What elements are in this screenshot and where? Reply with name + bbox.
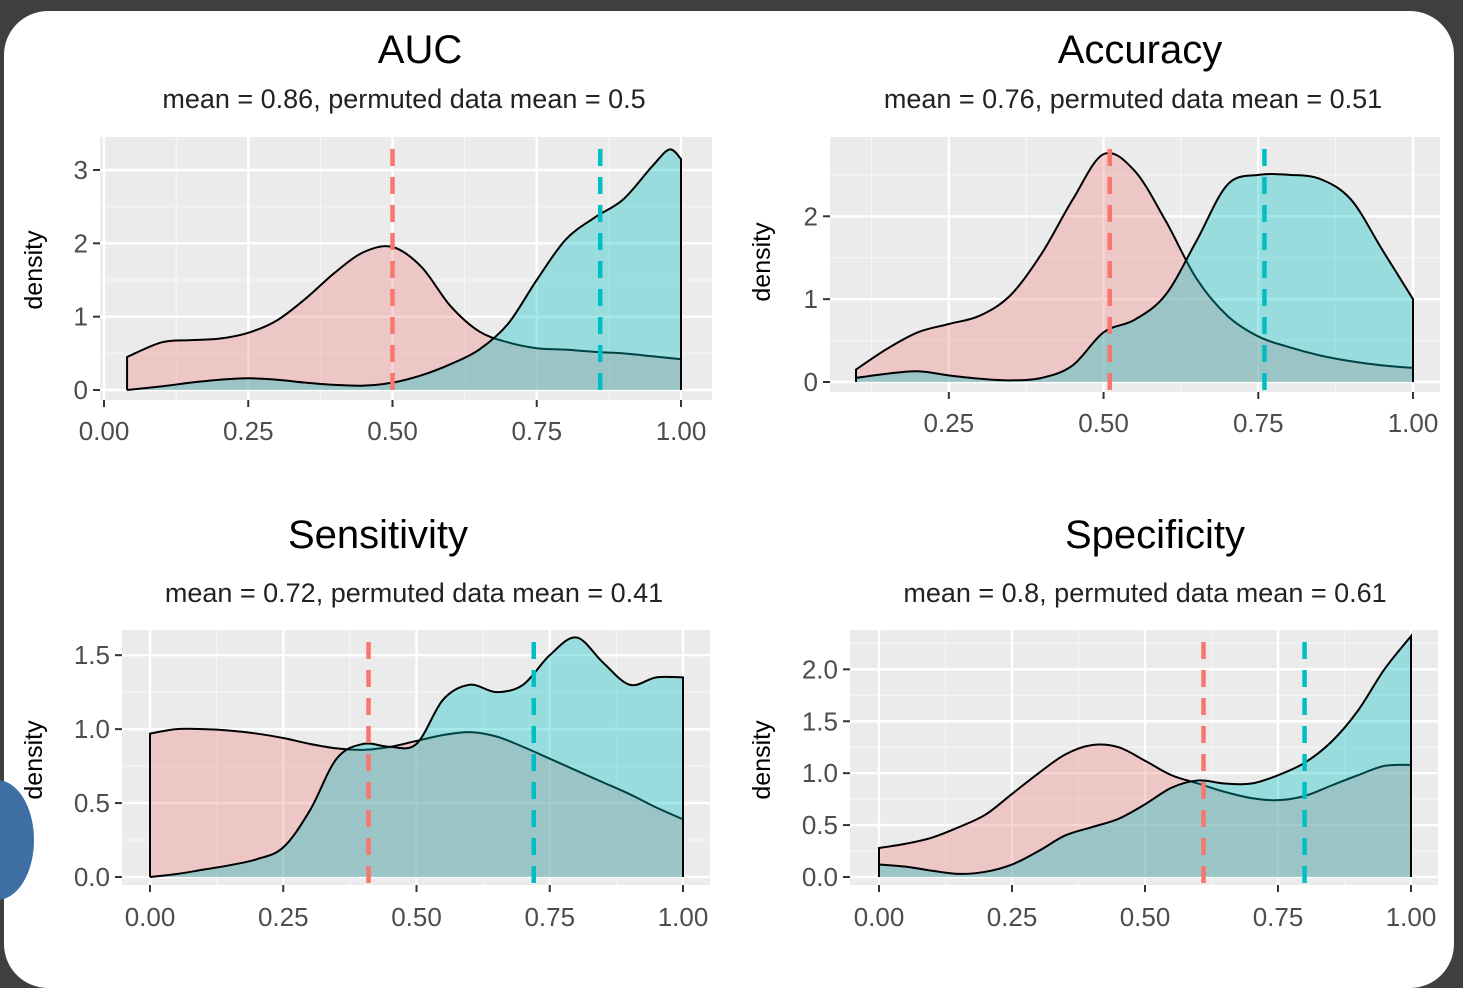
chart-subtitle: mean = 0.76, permuted data mean = 0.51 [884, 84, 1382, 114]
y-tick-label: 2.0 [802, 654, 838, 684]
y-tick-label: 1.5 [74, 640, 110, 670]
y-tick-label: 0.0 [802, 862, 838, 892]
chart-title: Specificity [1065, 513, 1245, 557]
permuted-density-outline [149, 727, 684, 877]
x-tick-label: 0.50 [1120, 902, 1171, 932]
x-tick-label: 0.25 [223, 416, 274, 446]
x-tick-label: 0.75 [1233, 408, 1284, 438]
plot-panel [830, 137, 1440, 392]
x-tick-label: 0.25 [987, 902, 1038, 932]
y-tick-label: 2 [804, 201, 818, 231]
x-tick-label: 1.00 [656, 416, 707, 446]
x-tick-label: 0.50 [367, 416, 418, 446]
chart-subtitle: mean = 0.86, permuted data mean = 0.5 [162, 84, 645, 114]
x-tick-label: 0.00 [79, 416, 130, 446]
y-tick-label: 0.5 [802, 810, 838, 840]
x-tick-label: 0.00 [125, 902, 176, 932]
y-tick-label: 0 [804, 367, 818, 397]
x-tick-label: 0.25 [258, 902, 309, 932]
chart-panel-specificity: Specificity mean = 0.8, permuted data mea… [748, 513, 1438, 932]
actual-density-area [150, 637, 683, 877]
permuted-density-area [856, 152, 1413, 382]
actual-density-area [856, 173, 1413, 382]
actual-density-outline [878, 633, 1412, 877]
y-axis-label: density [20, 720, 48, 800]
x-tick-label: 1.00 [658, 902, 709, 932]
chart-title: Sensitivity [288, 513, 468, 557]
chart-subtitle: mean = 0.72, permuted data mean = 0.41 [165, 578, 663, 608]
permuted-density-area [879, 744, 1411, 877]
chart-subtitle: mean = 0.8, permuted data mean = 0.61 [903, 578, 1386, 608]
permuted-density-outline [855, 152, 1414, 382]
plot-panel [100, 137, 712, 400]
chart-title: AUC [378, 28, 462, 72]
x-tick-label: 0.50 [391, 902, 442, 932]
y-axis-label: density [748, 720, 776, 800]
chart-title: Accuracy [1058, 28, 1223, 72]
x-tick-label: 1.00 [1388, 408, 1439, 438]
actual-density-area [879, 636, 1411, 877]
y-tick-label: 3 [74, 155, 88, 185]
y-tick-label: 0.0 [74, 862, 110, 892]
y-tick-label: 1.0 [802, 758, 838, 788]
x-tick-label: 0.75 [511, 416, 562, 446]
permuted-density-outline [878, 743, 1412, 877]
y-axis-label: density [20, 230, 48, 310]
x-tick-label: 1.00 [1386, 902, 1437, 932]
y-tick-label: 1 [74, 302, 88, 332]
permuted-density-area [127, 246, 681, 390]
x-tick-label: 0.25 [924, 408, 975, 438]
y-tick-label: 1.5 [802, 706, 838, 736]
chart-panel-sensitivity: Sensitivity mean = 0.72, permuted data me… [20, 513, 710, 932]
actual-density-outline [126, 148, 682, 391]
x-tick-label: 0.75 [524, 902, 575, 932]
actual-density-outline [855, 172, 1414, 382]
y-tick-label: 2 [74, 228, 88, 258]
chart-panel-accuracy: Accuracy mean = 0.76, permuted data mean … [748, 28, 1440, 438]
y-tick-label: 1 [804, 284, 818, 314]
y-tick-label: 1.0 [74, 714, 110, 744]
y-axis-label: density [748, 222, 776, 302]
y-tick-label: 0 [74, 375, 88, 405]
x-tick-label: 0.00 [854, 902, 905, 932]
actual-density-outline [149, 636, 684, 878]
permuted-density-outline [126, 245, 682, 390]
permuted-density-area [150, 728, 683, 877]
y-tick-label: 0.5 [74, 788, 110, 818]
actual-density-area [127, 149, 681, 390]
x-tick-label: 0.75 [1253, 902, 1304, 932]
x-tick-label: 0.50 [1078, 408, 1129, 438]
chart-panel-auc: AUC mean = 0.86, permuted data mean = 0.5… [20, 28, 712, 446]
